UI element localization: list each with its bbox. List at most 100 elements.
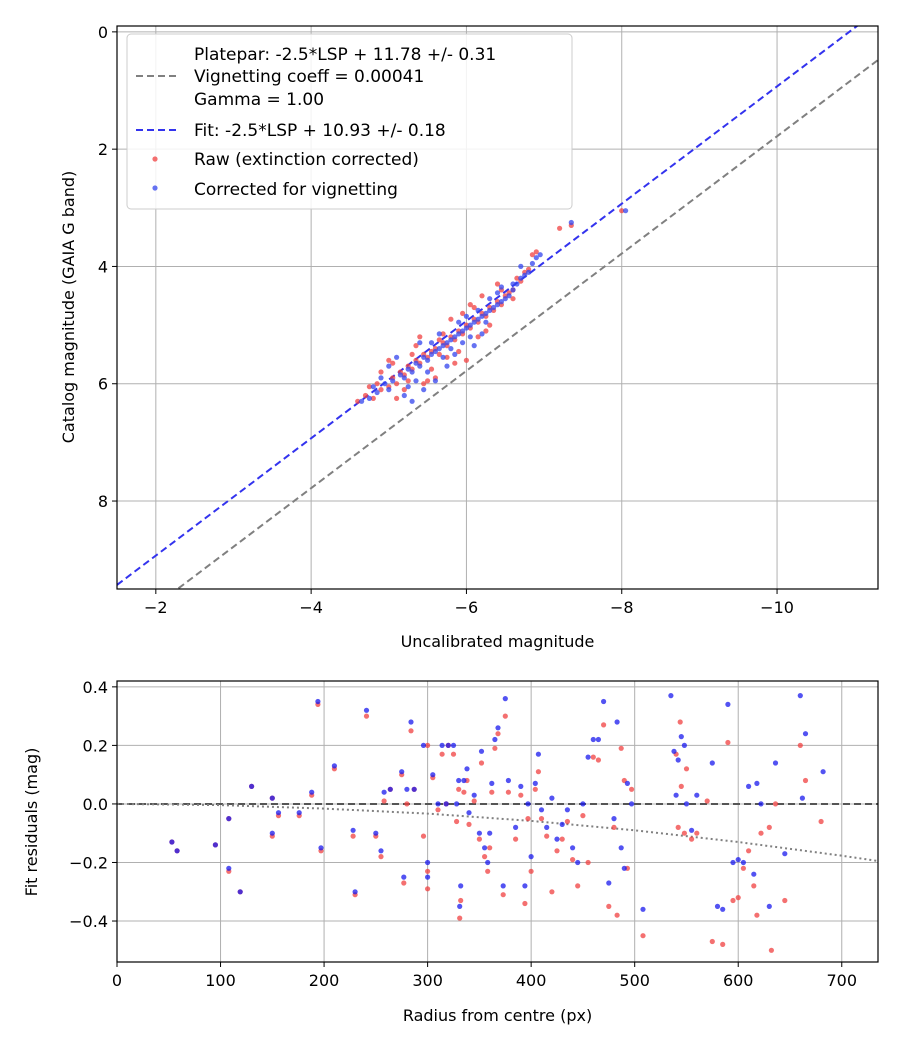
top-x-tick-label: −2	[144, 598, 168, 617]
bot-point-series-1	[478, 748, 485, 754]
top-point-series-0	[436, 351, 442, 357]
top-point-series-1	[522, 272, 528, 278]
bot-x-tick-label: 0	[112, 971, 122, 990]
bot-point-series-0	[782, 897, 788, 904]
bot-point-series-0	[454, 818, 460, 825]
top-point-series-1	[483, 319, 489, 325]
bot-point-series-0	[751, 883, 757, 889]
bot-point-series-1	[439, 742, 445, 749]
top-point-series-0	[374, 381, 380, 387]
top-point-series-1	[568, 219, 574, 226]
top-point-series-1	[432, 378, 438, 384]
bot-point-series-0	[689, 836, 695, 842]
legend-corrected-swatch	[152, 185, 158, 191]
bot-point-series-0	[735, 895, 741, 901]
legend-box	[126, 33, 573, 210]
bot-point-series-1	[746, 783, 752, 790]
top-point-series-1	[463, 313, 469, 319]
top-point-series-1	[529, 260, 536, 267]
bot-point-series-0	[457, 915, 463, 921]
top-point-series-0	[401, 387, 407, 393]
top-point-series-1	[425, 369, 431, 375]
bot-point-series-0	[675, 824, 681, 831]
top-point-series-0	[370, 395, 376, 401]
bot-point-series-1	[640, 906, 646, 912]
bot-x-tick-label: 100	[205, 971, 236, 990]
bot-point-series-0	[629, 786, 635, 792]
bot-vignetting-curve	[117, 802, 878, 862]
top-point-series-1	[498, 284, 504, 290]
residuals-y-axis-label: Fit residuals (mag)	[22, 748, 41, 897]
residuals-plot-frame	[116, 680, 879, 963]
bot-point-series-0	[554, 848, 560, 854]
bot-point-series-1	[387, 786, 393, 792]
bot-point-series-1	[782, 851, 788, 857]
bot-point-series-1	[456, 777, 462, 784]
top-point-series-0	[390, 360, 396, 366]
bot-point-series-0	[476, 836, 482, 842]
bot-point-series-1	[269, 795, 275, 801]
bot-point-series-1	[296, 810, 302, 816]
residuals-ticks: 0 100 200 300 400 500 600 700 0.4 0.2 0.0 −0.2 −0.4	[69, 678, 857, 990]
bot-point-series-1	[466, 810, 472, 816]
bot-point-series-1	[772, 760, 779, 766]
bot-point-series-1	[443, 801, 449, 807]
top-point-series-1	[526, 269, 532, 275]
bot-point-series-1	[525, 801, 531, 807]
bot-point-series-0	[425, 886, 431, 892]
bot-point-series-1	[522, 883, 528, 889]
bot-point-series-0	[489, 789, 495, 795]
bot-point-series-0	[570, 857, 576, 863]
bot-point-series-1	[482, 845, 488, 851]
top-point-series-1	[413, 360, 419, 366]
calibration-x-axis-label: Uncalibrated magnitude	[401, 632, 595, 651]
bot-point-series-1	[673, 792, 679, 798]
top-point-series-1	[436, 346, 442, 352]
bot-point-series-0	[505, 789, 511, 795]
calibration-lines	[117, 26, 878, 589]
top-point-series-0	[460, 310, 466, 316]
top-point-series-1	[428, 340, 435, 346]
bot-point-series-0	[544, 833, 550, 839]
bot-point-series-1	[611, 816, 617, 822]
bot-point-series-0	[677, 719, 683, 725]
top-point-series-0	[471, 304, 477, 311]
bot-point-series-0	[564, 818, 571, 825]
top-point-series-0	[428, 366, 435, 372]
bot-point-series-0	[535, 769, 542, 775]
top-x-tick-label: −10	[760, 598, 794, 617]
top-x-tick-label: −6	[455, 598, 479, 617]
top-point-series-0	[366, 384, 372, 390]
legend-platepar-label: Platepar: -2.5*LSP + 11.78 +/- 0.31	[194, 45, 496, 65]
bot-point-series-0	[518, 792, 524, 798]
bot-point-series-1	[678, 734, 684, 740]
bot-point-series-0	[528, 868, 534, 874]
bot-point-series-1	[751, 871, 757, 877]
bot-point-series-1	[820, 769, 826, 775]
top-point-series-1	[491, 304, 497, 311]
bot-point-series-0	[740, 865, 747, 871]
bot-point-series-1	[730, 859, 736, 866]
bot-point-series-0	[549, 889, 555, 895]
top-x-tick-label: −8	[610, 598, 634, 617]
top-point-series-1	[370, 384, 376, 390]
bot-point-series-0	[754, 912, 760, 918]
bot-point-series-0	[401, 880, 407, 886]
bot-point-series-0	[378, 854, 384, 860]
bot-point-series-1	[580, 801, 586, 807]
top-point-series-1	[494, 302, 501, 308]
bot-point-series-1	[754, 780, 760, 787]
top-point-series-1	[428, 351, 435, 357]
bot-point-series-0	[532, 786, 538, 792]
top-point-series-1	[518, 275, 524, 281]
bot-point-series-1	[802, 731, 809, 737]
legend-raw-label: Raw (extinction corrected)	[194, 150, 419, 170]
bot-point-series-0	[350, 833, 356, 839]
top-point-series-0	[394, 381, 400, 387]
bot-point-series-0	[492, 745, 498, 751]
top-point-series-1	[444, 340, 450, 346]
top-point-series-1	[537, 252, 543, 258]
bot-point-series-1	[500, 883, 506, 889]
bot-point-series-1	[624, 780, 631, 787]
